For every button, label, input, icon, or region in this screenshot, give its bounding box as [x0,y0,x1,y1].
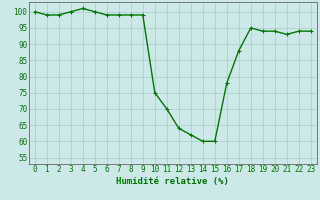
X-axis label: Humidité relative (%): Humidité relative (%) [116,177,229,186]
